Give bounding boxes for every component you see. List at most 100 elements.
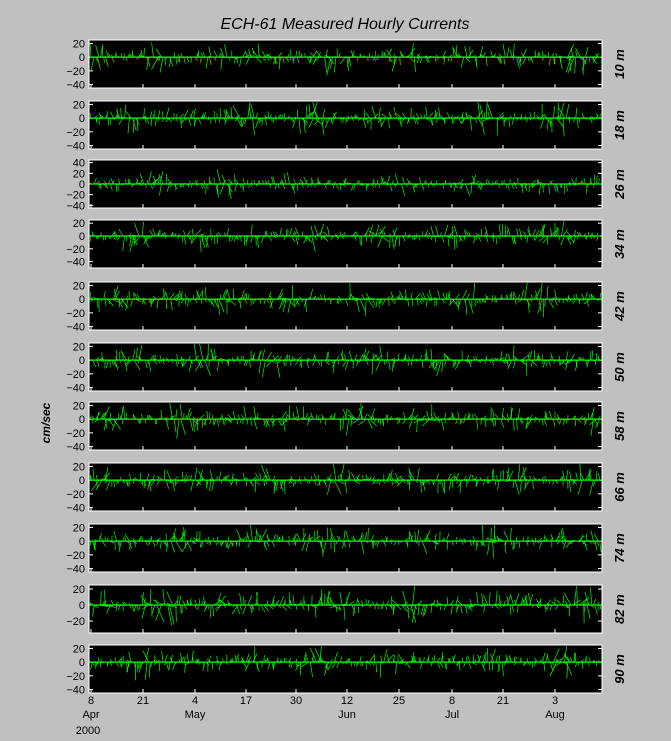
current-stick [524, 480, 527, 491]
current-stick [314, 295, 317, 300]
current-stick [289, 359, 295, 362]
y-tick-label: −20 [66, 671, 85, 683]
current-stick [98, 358, 103, 361]
current-stick [383, 52, 386, 58]
current-stick [344, 178, 346, 185]
current-stick [125, 417, 128, 420]
current-stick [113, 232, 119, 237]
current-stick [571, 178, 575, 185]
current-stick [485, 418, 489, 422]
current-stick [170, 654, 173, 663]
current-stick [274, 602, 278, 606]
current-stick [469, 540, 472, 546]
current-stick [385, 479, 389, 483]
current-stick [194, 604, 197, 610]
current-stick [180, 118, 183, 124]
current-stick [377, 235, 383, 248]
current-stick [534, 416, 540, 420]
current-stick [254, 602, 259, 606]
current-stick [321, 536, 324, 542]
current-stick [530, 359, 538, 367]
current-stick [470, 181, 474, 185]
current-vector-sticks [89, 463, 601, 496]
current-stick [570, 478, 580, 481]
current-stick [227, 602, 232, 606]
current-stick [477, 117, 483, 126]
current-stick [565, 298, 569, 303]
current-stick [93, 115, 98, 119]
current-stick [419, 657, 421, 663]
current-stick [466, 478, 471, 481]
current-stick [208, 360, 210, 367]
current-stick [565, 604, 570, 609]
current-stick [161, 292, 166, 300]
current-stick [465, 604, 468, 615]
current-stick [506, 657, 509, 663]
current-stick [224, 108, 231, 119]
y-tick-label: 0 [79, 414, 85, 426]
current-stick [283, 479, 287, 483]
current-stick [442, 292, 445, 300]
current-stick [550, 352, 554, 361]
current-stick [287, 298, 295, 307]
current-stick [174, 298, 178, 302]
current-stick [417, 53, 421, 58]
current-stick [497, 480, 500, 491]
current-stick [569, 656, 573, 663]
current-stick [289, 227, 293, 237]
current-stick [292, 416, 299, 420]
current-stick [163, 661, 169, 666]
current-stick [452, 359, 456, 367]
current-stick [181, 53, 183, 58]
current-stick [333, 112, 337, 119]
current-stick [377, 478, 380, 481]
current-stick [153, 541, 156, 547]
current-stick [337, 235, 340, 240]
current-stick [359, 656, 362, 663]
current-stick [444, 479, 447, 481]
current-stick [371, 540, 376, 542]
current-stick [589, 235, 593, 239]
current-stick [196, 659, 201, 663]
current-stick [498, 537, 504, 542]
current-stick [396, 475, 402, 481]
current-stick [456, 661, 461, 666]
panel-plot-area [88, 39, 603, 89]
current-stick [359, 298, 366, 311]
current-stick [357, 359, 362, 363]
current-stick [482, 117, 492, 122]
current-stick [237, 414, 241, 420]
y-tick-label: −20 [66, 244, 85, 256]
current-stick [186, 230, 191, 237]
current-stick [394, 173, 399, 185]
current-stick [541, 224, 546, 237]
current-stick [407, 48, 416, 58]
current-stick [557, 535, 565, 542]
current-stick [253, 50, 258, 58]
current-stick [311, 653, 315, 663]
current-stick [308, 418, 313, 423]
current-stick [249, 360, 251, 368]
current-stick [507, 353, 511, 361]
current-stick [277, 183, 280, 189]
current-stick [100, 114, 103, 119]
current-stick [565, 360, 569, 370]
current-stick [243, 359, 247, 367]
current-stick [348, 57, 352, 67]
current-stick [159, 541, 162, 549]
current-stick [281, 418, 289, 426]
current-stick [191, 540, 195, 545]
current-stick [549, 118, 552, 128]
current-stick [294, 116, 297, 119]
current-stick [498, 112, 504, 119]
current-stick [553, 648, 560, 663]
current-stick [89, 298, 95, 302]
current-stick [177, 54, 181, 58]
current-stick [484, 298, 487, 303]
current-stick [509, 527, 512, 542]
current-stick [290, 475, 293, 481]
current-stick [379, 228, 385, 237]
current-stick [193, 416, 196, 420]
current-stick [234, 117, 239, 122]
